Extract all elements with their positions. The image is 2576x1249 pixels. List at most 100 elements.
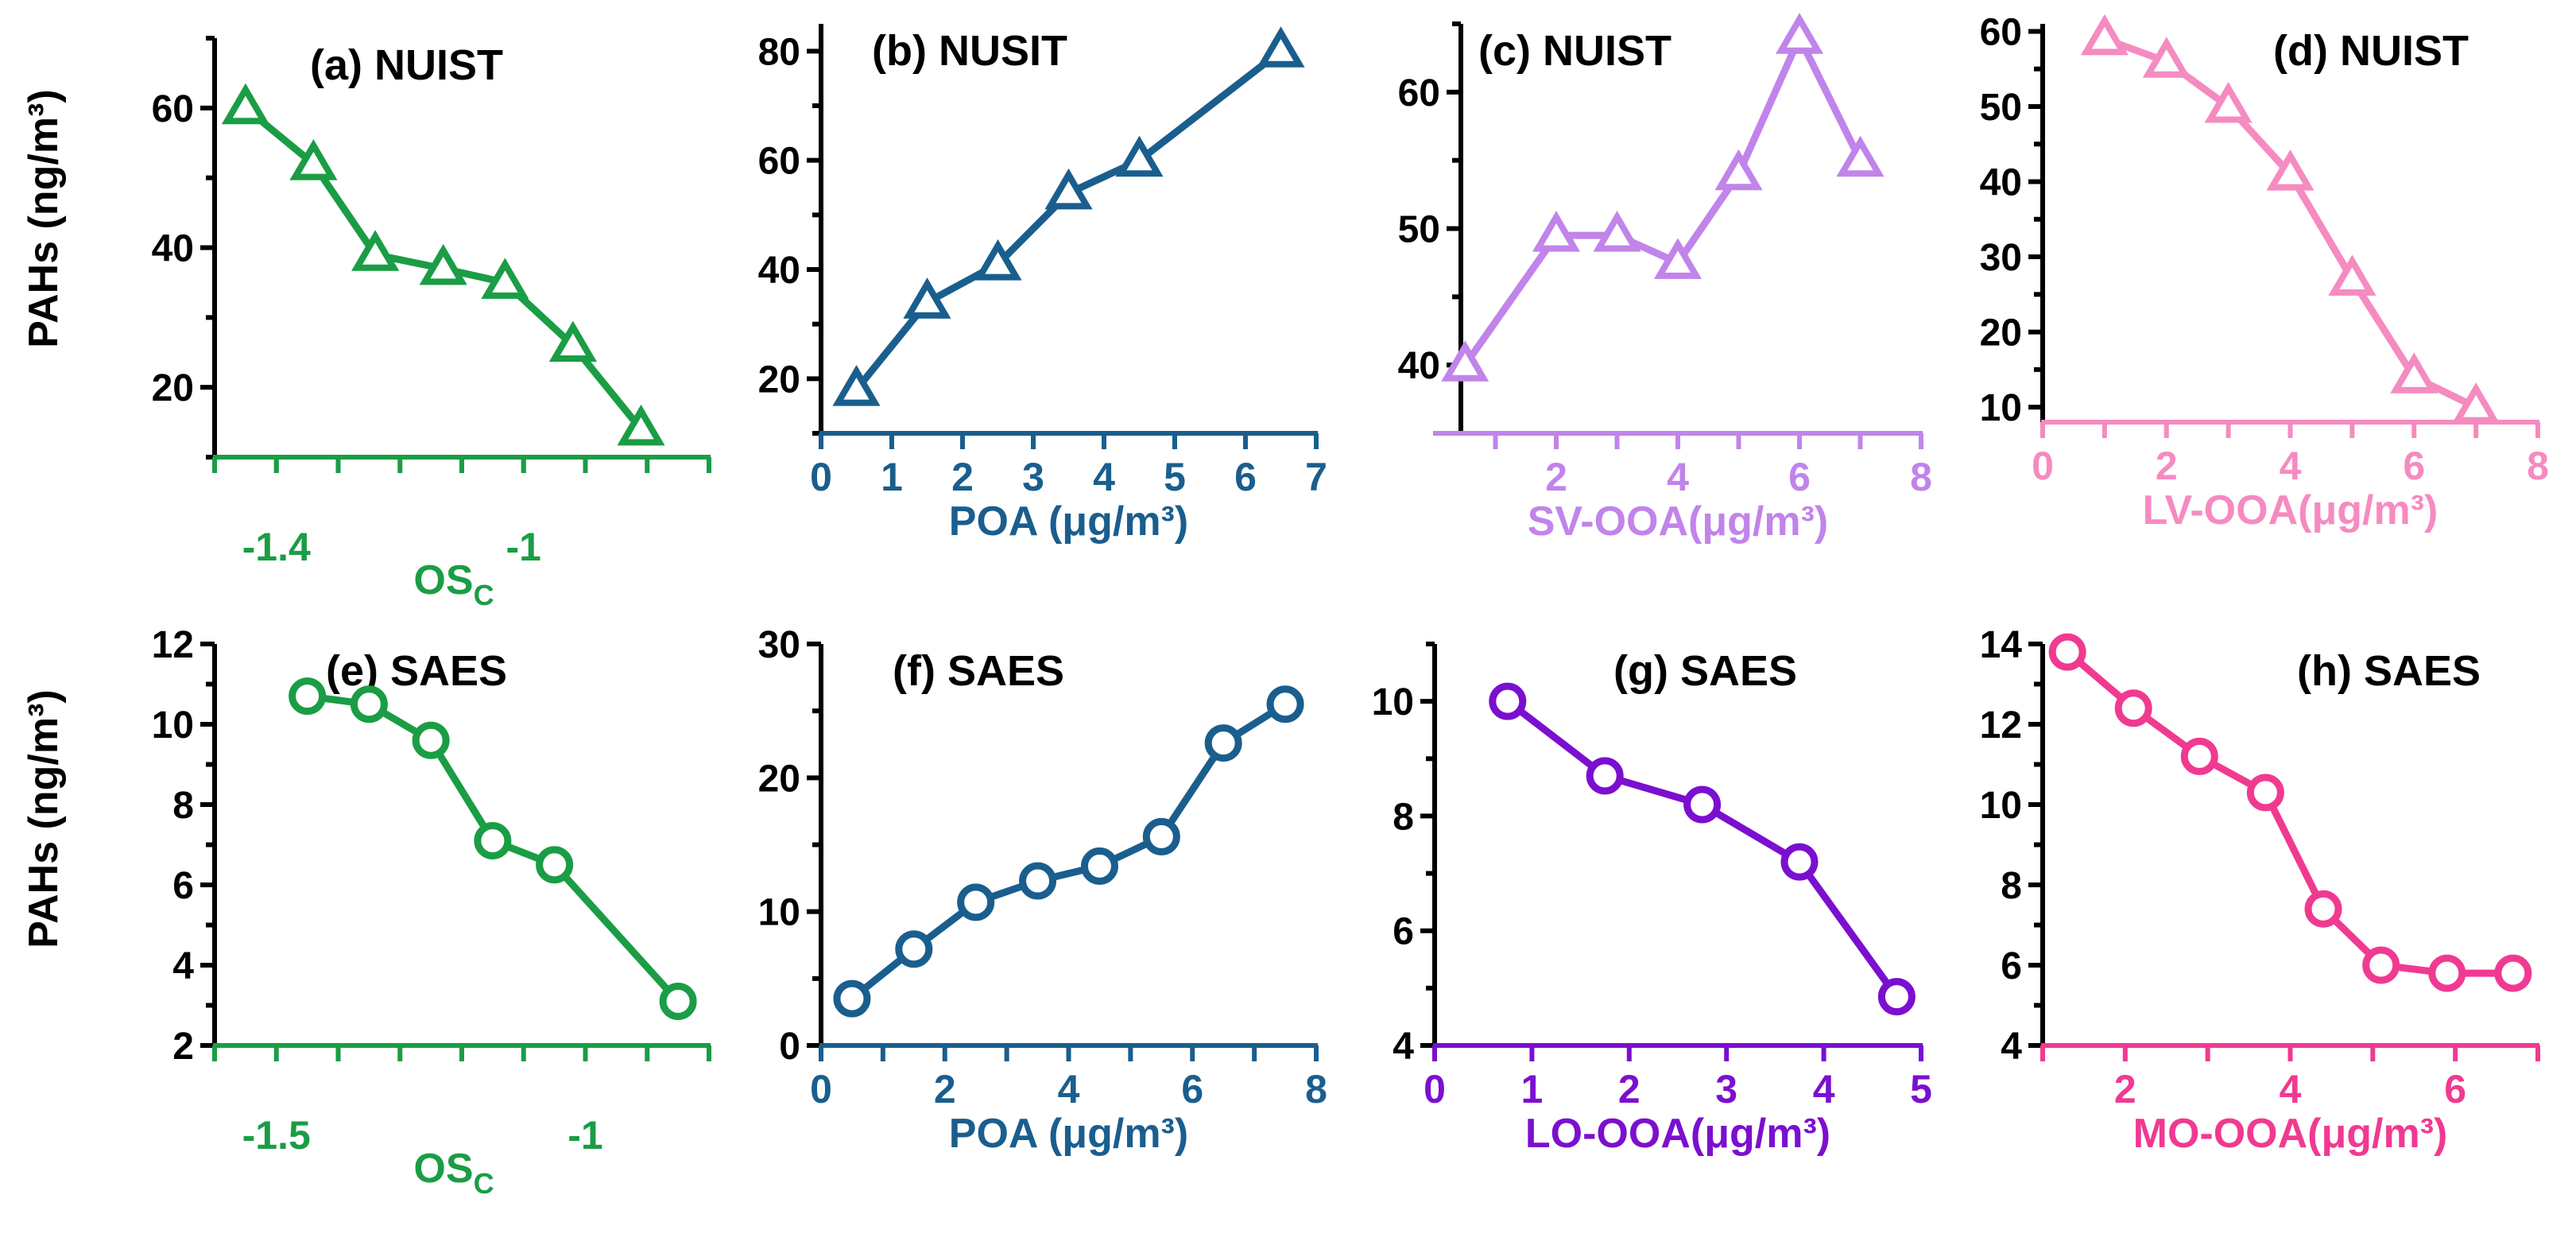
x-tick-label: 6 (1181, 1067, 1203, 1111)
data-point-2 (1532, 211, 1581, 252)
x-tick-label: 6 (1234, 455, 1257, 499)
panel-title: (f) SAES (893, 647, 1064, 695)
data-point-2 (289, 139, 338, 180)
data-point-8 (1266, 685, 1304, 723)
data-point-3 (412, 721, 450, 759)
data-point-3 (2180, 737, 2218, 775)
x-axis-label: MO-OOA(μg/m³) (2133, 1111, 2448, 1157)
x-tick-label: 5 (1910, 1067, 1932, 1111)
x-tick-label: -1 (567, 1113, 602, 1158)
y-tick-label: 20 (758, 758, 800, 800)
y-tick-label: 6 (2001, 945, 2022, 987)
x-tick-label: 0 (2032, 444, 2054, 488)
data-point-1 (289, 677, 327, 716)
data-point-4 (419, 243, 467, 285)
y-tick-label: 14 (1980, 624, 2023, 666)
y-tick-label: 12 (152, 624, 194, 666)
y-tick-label: 60 (1398, 72, 1440, 114)
data-point-7 (2428, 954, 2466, 992)
data-point-6 (1775, 13, 1824, 54)
data-point-5 (1714, 149, 1763, 191)
panel-title: (e) SAES (326, 647, 507, 695)
data-point-5 (481, 258, 529, 299)
y-tick-label: 8 (1393, 796, 1414, 838)
data-point-3 (351, 230, 400, 271)
y-axis-label-top: PAHs (ng/m³) (21, 89, 67, 347)
y-tick-label: 60 (758, 141, 800, 183)
panel-title: (a) NUIST (310, 41, 503, 89)
x-tick-label: 4 (1093, 455, 1115, 499)
y-tick-label: 20 (1980, 312, 2022, 355)
y-tick-label: 10 (1372, 681, 1414, 723)
data-point-5 (1080, 847, 1118, 885)
data-point-8 (2494, 954, 2532, 992)
data-point-4 (1044, 168, 1093, 210)
data-point-7 (2452, 382, 2500, 424)
y-tick-label: 2 (172, 1026, 194, 1068)
y-tick-label: 40 (152, 228, 194, 270)
data-point-4 (2266, 149, 2315, 191)
data-point-5 (536, 846, 574, 884)
y-tick-label: 20 (152, 367, 194, 409)
x-tick-label: 1 (881, 455, 903, 499)
data-point-3 (1593, 211, 1641, 252)
x-tick-label: 8 (1305, 1067, 1327, 1111)
panel-title: (g) SAES (1613, 647, 1797, 695)
x-tick-label: 4 (1667, 455, 1689, 499)
data-point-4 (1019, 862, 1057, 900)
y-tick-label: 50 (1398, 209, 1440, 251)
data-point-4 (1653, 238, 1702, 279)
data-point-4 (2246, 774, 2284, 812)
y-tick-label: 6 (172, 865, 194, 907)
data-point-2 (895, 930, 933, 968)
data-point-6 (2390, 352, 2438, 394)
y-tick-label: 60 (1980, 11, 2022, 53)
panel-f: 0 10 20 30 0 2 4 6 8 POA (μg/m³) (f) SAES (758, 624, 1327, 1157)
y-tick-label: 12 (1980, 704, 2022, 747)
x-tick-label: 3 (1022, 455, 1044, 499)
data-point-5 (1115, 135, 1164, 177)
y-tick-label: 10 (1980, 387, 2022, 429)
y-tick-label: 40 (758, 250, 800, 292)
x-tick-label: 4 (2280, 444, 2302, 488)
panel-a: 20 40 60 -1.4 -1 OSC (a) NUIST (152, 36, 711, 611)
x-axis-label: OSC (413, 1146, 494, 1200)
y-tick-label: 4 (2001, 1026, 2022, 1068)
y-tick-label: 50 (1980, 87, 2022, 129)
x-tick-label: 2 (934, 1067, 956, 1111)
y-tick-label: 10 (152, 704, 194, 747)
data-point-2 (1586, 757, 1624, 795)
x-tick-label: 5 (1164, 455, 1186, 499)
y-tick-label: 6 (1393, 911, 1414, 953)
panel-title: (c) NUIST (1478, 27, 1671, 75)
y-tick-label: 20 (758, 359, 800, 401)
x-tick-label: 2 (2114, 1067, 2136, 1111)
data-point-4 (474, 821, 512, 859)
x-tick-label: 8 (2527, 444, 2549, 488)
x-tick-label: 4 (1813, 1067, 1835, 1111)
y-tick-label: 60 (152, 88, 194, 130)
x-tick-label: -1.5 (242, 1113, 311, 1158)
x-tick-label: 7 (1305, 455, 1327, 499)
data-point-2 (2142, 37, 2191, 78)
y-tick-label: 0 (779, 1026, 800, 1068)
y-tick-label: 40 (1980, 162, 2022, 204)
data-point-6 (548, 320, 597, 362)
x-tick-label: 4 (2280, 1067, 2302, 1111)
panel-b: 20 40 60 80 0 1 2 3 4 5 6 7 POA (μg/m³) (b) NUSIT (758, 24, 1327, 545)
data-point-1 (2048, 633, 2086, 671)
data-point-1 (1489, 682, 1527, 720)
data-point-3 (1683, 785, 1722, 824)
panel-title: (b) NUSIT (872, 27, 1067, 75)
x-tick-label: 1 (1520, 1067, 1543, 1111)
y-tick-label: 80 (758, 31, 800, 73)
data-point-3 (2204, 81, 2253, 123)
panel-c: 40 50 60 2 4 6 8 SV-OOA(μg/m³) (c) NUIST (1398, 13, 1932, 545)
data-point-7 (617, 404, 665, 446)
x-tick-label: 0 (810, 455, 832, 499)
x-tick-label: -1.4 (242, 525, 311, 569)
panel-title: (d) NUIST (2273, 27, 2469, 75)
y-tick-label: 10 (1980, 785, 2022, 827)
